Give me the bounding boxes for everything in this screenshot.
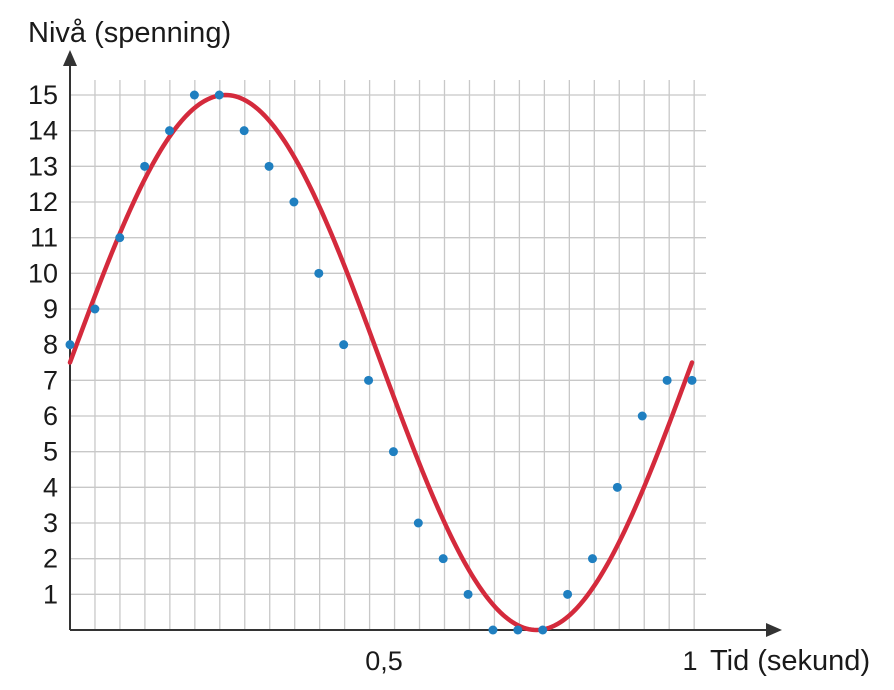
x-tick-label: 1 [682,646,697,676]
y-tick-label: 15 [28,80,58,110]
sample-point [189,90,199,100]
sample-point [214,90,224,100]
sample-points [65,90,697,635]
sample-point [587,554,597,564]
sample-point [90,304,100,314]
curve-layer [67,92,695,633]
y-tick-label: 9 [43,294,58,324]
y-axis-title: Nivå (spenning) [28,17,231,49]
y-axis-arrow [63,50,77,66]
y-tick-label: 1 [43,579,58,609]
sample-point [314,268,324,278]
y-tick-label: 5 [43,437,58,467]
sine-curve [67,92,695,633]
y-tick-label: 11 [30,223,58,253]
sample-point [165,126,175,136]
sample-point [115,233,125,243]
sample-point [239,126,249,136]
grid [70,80,706,630]
y-tick-label: 4 [43,472,58,502]
sample-point [364,375,374,385]
y-tick-label: 7 [43,365,58,395]
sample-point [637,411,647,421]
x-axis-arrow [766,623,782,637]
sample-point [488,625,498,635]
y-tick-label: 8 [43,330,58,360]
sample-point [687,375,697,385]
sample-point [563,589,573,599]
sample-point [413,518,423,528]
sample-point [264,161,274,171]
sample-point [289,197,299,207]
sample-point [662,375,672,385]
sample-point [612,482,622,492]
sample-point [513,625,523,635]
y-tick-label: 10 [28,258,58,288]
sample-point [339,340,349,350]
y-tick-label: 14 [28,116,58,146]
y-tick-label: 3 [43,508,58,538]
sample-point [388,447,398,457]
x-tick-label: 0,5 [365,646,403,676]
sample-point [438,554,448,564]
y-tick-label: 2 [43,544,58,574]
x-axis-title: Tid (sekund) [710,645,870,677]
sample-point [538,625,548,635]
sample-point [463,589,473,599]
y-tick-label: 13 [28,151,58,181]
y-tick-label: 6 [43,401,58,431]
y-tick-label: 12 [28,187,58,217]
sample-point [65,340,75,350]
sample-point [140,161,150,171]
